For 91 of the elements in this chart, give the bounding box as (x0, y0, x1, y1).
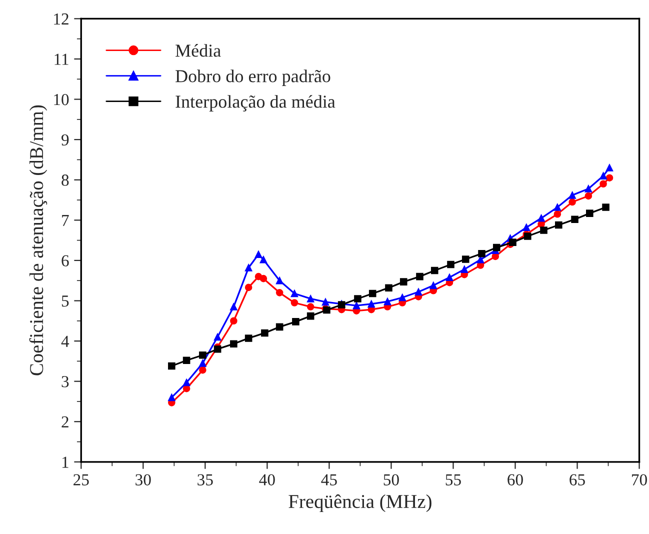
y-tick-label: 4 (61, 336, 70, 347)
legend-label: Média (176, 44, 221, 57)
point (606, 164, 614, 172)
x-tick-label: 70 (632, 474, 647, 486)
y-tick-label: 1 (62, 456, 68, 468)
point (260, 256, 268, 264)
y-tick-label: 2 (62, 416, 68, 428)
y-tick-label: 3 (62, 376, 69, 388)
point (398, 294, 406, 302)
point (276, 276, 284, 284)
point (290, 290, 298, 298)
point (586, 210, 594, 217)
point (182, 378, 190, 386)
point (460, 266, 468, 273)
x-tick-label: 35 (198, 474, 213, 486)
point (385, 284, 392, 292)
point (230, 340, 238, 348)
legend-label: Dobro do erro padrão (176, 70, 330, 86)
point (584, 185, 592, 192)
x-axis-title: Freqüência (MHz) (288, 494, 432, 512)
point (492, 244, 500, 252)
point (214, 333, 222, 341)
point (306, 303, 314, 310)
point (354, 295, 362, 302)
y-tick-label: 10 (54, 94, 69, 106)
point (568, 192, 576, 199)
point (244, 334, 252, 342)
point (244, 264, 252, 272)
point (168, 362, 176, 370)
point (384, 298, 392, 306)
y-tick-label: 8 (62, 174, 69, 186)
point (182, 356, 190, 364)
legend-label: Interpolação da média (176, 95, 336, 112)
x-tick-label: 65 (570, 474, 585, 486)
point (538, 214, 545, 222)
point (306, 312, 314, 320)
point (554, 204, 562, 211)
point (199, 351, 206, 359)
point (368, 290, 376, 298)
point (199, 366, 206, 374)
point (430, 266, 438, 274)
point (199, 360, 206, 367)
point (400, 278, 408, 286)
point (509, 238, 516, 246)
y-tick-label: 7 (62, 215, 69, 226)
point (352, 302, 360, 310)
point (261, 329, 268, 337)
point (368, 300, 376, 308)
point (416, 272, 424, 280)
point (414, 288, 422, 296)
y-tick-label: 9 (62, 134, 69, 146)
point (276, 323, 284, 331)
point (430, 282, 438, 290)
point (254, 250, 262, 258)
point (522, 224, 530, 232)
point (230, 317, 238, 325)
point (584, 192, 592, 200)
y-axis-title: Coeficiente de atenuação (dB/mm) (29, 105, 48, 376)
y-tick-label: 11 (54, 54, 68, 65)
point (276, 289, 284, 296)
point (168, 394, 176, 402)
x-tick-label: 55 (446, 474, 461, 486)
point (446, 274, 454, 282)
point (555, 221, 562, 229)
point (462, 256, 470, 263)
point (571, 216, 578, 223)
point (244, 284, 252, 292)
point (447, 260, 454, 268)
point (606, 174, 614, 182)
point (540, 226, 548, 234)
x-tick-label: 40 (259, 474, 275, 486)
point (290, 299, 298, 306)
point (478, 250, 486, 258)
point (600, 172, 607, 180)
point (602, 204, 610, 211)
y-tick-label: 5 (62, 296, 69, 307)
x-tick-label: 50 (384, 474, 399, 486)
point (306, 295, 314, 302)
point (600, 180, 607, 188)
x-tick-label: 45 (321, 474, 337, 486)
x-tick-label: 60 (508, 474, 523, 486)
point (230, 303, 238, 310)
y-tick-label: 6 (62, 255, 69, 266)
point (322, 298, 330, 306)
x-tick-label: 30 (136, 474, 151, 486)
point (554, 210, 562, 218)
point (260, 274, 268, 282)
x-tick-label: 25 (74, 474, 89, 486)
y-tick-label: 12 (54, 13, 68, 24)
point (292, 318, 300, 326)
point (568, 198, 576, 206)
